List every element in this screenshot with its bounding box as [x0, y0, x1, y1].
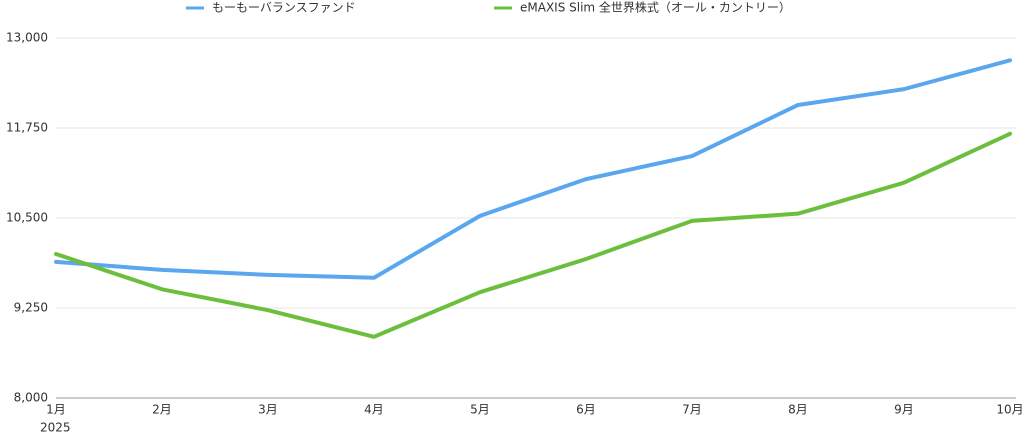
x-tick-label: 4月 — [364, 403, 384, 417]
y-tick-label: 8,000 — [14, 391, 48, 405]
x-tick-sublabel: 2025 — [40, 421, 71, 434]
series-line — [54, 131, 1012, 339]
x-tick-label: 10月 — [996, 403, 1023, 417]
legend-label: eMAXIS Slim 全世界株式（オール・カントリー） — [520, 0, 791, 15]
y-tick-label: 13,000 — [6, 31, 48, 45]
x-tick-label: 5月 — [470, 403, 490, 417]
y-tick-label: 10,500 — [6, 211, 48, 225]
y-tick-label: 11,750 — [6, 121, 48, 135]
x-tick-label: 7月 — [682, 403, 702, 417]
y-tick-label: 9,250 — [14, 301, 48, 315]
series-line — [54, 58, 1012, 280]
legend-label: もーもーバランスファンド — [212, 1, 356, 15]
x-tick-label: 8月 — [788, 403, 808, 417]
x-tick-label: 9月 — [894, 403, 914, 417]
x-tick-label: 2月 — [152, 403, 172, 417]
x-tick-label: 3月 — [258, 403, 278, 417]
x-tick-label: 1月 — [46, 403, 66, 417]
x-tick-label: 6月 — [576, 403, 596, 417]
